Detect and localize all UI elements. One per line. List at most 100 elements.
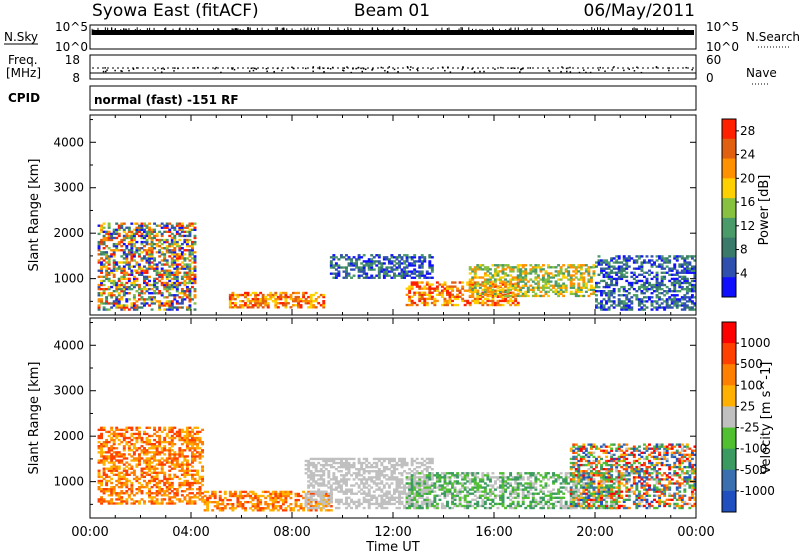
nave-dot	[273, 70, 275, 73]
power-cell	[645, 281, 649, 285]
power-cell	[483, 280, 487, 283]
power-cell	[458, 289, 462, 292]
velocity-cell	[410, 476, 414, 479]
velocity-cell	[201, 428, 205, 432]
velocity-cell	[390, 474, 394, 477]
velocity-cell	[415, 461, 419, 465]
velocity-cell	[105, 475, 109, 479]
power-cell	[473, 281, 477, 284]
nave-dot	[473, 71, 476, 73]
power-cell	[486, 270, 490, 273]
power-cell	[511, 268, 515, 271]
power-cell	[632, 271, 636, 274]
velocity-cell	[198, 492, 202, 495]
power-cell	[509, 280, 513, 283]
power-cell	[163, 271, 167, 274]
power-cell	[610, 304, 614, 307]
power-cell	[173, 255, 177, 258]
power-cell	[105, 296, 109, 299]
velocity-cell	[105, 481, 109, 485]
power-cell	[486, 280, 490, 283]
power-cell	[132, 251, 136, 254]
power-cell	[655, 290, 659, 293]
power-cell	[602, 306, 606, 309]
power-cell	[499, 288, 502, 291]
power-cell	[597, 263, 601, 266]
velocity-cell	[410, 488, 414, 491]
power-cell	[567, 274, 571, 277]
power-cell	[107, 292, 111, 295]
power-cell	[415, 270, 419, 273]
power-cell	[478, 297, 482, 301]
velocity-cell	[284, 498, 288, 502]
power-cell	[642, 283, 646, 287]
velocity-cell	[158, 471, 162, 474]
power-cell	[420, 295, 424, 299]
velocity-cell	[153, 469, 157, 472]
velocity-cell	[150, 447, 154, 450]
velocity-cell	[309, 496, 313, 499]
power-cell	[127, 240, 131, 244]
power-cell	[107, 259, 111, 262]
power-cell	[193, 236, 197, 240]
nave-dot	[560, 70, 562, 73]
power-cell	[387, 274, 391, 277]
velocity-cell	[180, 481, 184, 485]
velocity-cell	[387, 484, 391, 487]
power-cell	[309, 306, 313, 309]
power-cell	[143, 228, 146, 231]
power-cell	[145, 269, 149, 272]
velocity-cell	[266, 505, 270, 508]
power-cell	[473, 297, 477, 301]
power-cell	[165, 277, 169, 281]
velocity-cell	[322, 492, 326, 495]
velocity-cell	[317, 504, 321, 508]
nave-dot	[329, 68, 332, 70]
power-cell	[153, 283, 157, 287]
velocity-cell	[302, 509, 306, 512]
velocity-cell	[178, 463, 182, 466]
power-cell	[519, 268, 523, 271]
power-cell	[574, 288, 578, 291]
power-cell	[519, 264, 523, 267]
nave-dot	[231, 67, 233, 69]
power-cell	[683, 275, 687, 279]
power-cell	[160, 302, 164, 305]
power-cell	[117, 242, 121, 246]
power-cell	[410, 301, 414, 305]
power-cell	[178, 247, 182, 250]
nave-dot	[494, 68, 496, 70]
velocity-cell	[170, 426, 174, 429]
velocity-cell	[337, 498, 341, 502]
velocity-cell	[180, 451, 184, 454]
power-cell	[357, 274, 361, 277]
power-cell	[170, 249, 174, 252]
velocity-cell	[107, 457, 111, 460]
power-cell	[637, 279, 641, 283]
power-cell	[112, 259, 116, 262]
velocity-cell	[191, 451, 194, 454]
power-cell	[668, 267, 672, 270]
power-cell	[690, 300, 694, 303]
velocity-cell	[97, 469, 101, 472]
velocity-cell	[322, 506, 326, 510]
power-cell	[191, 267, 194, 270]
velocity-cell	[410, 496, 414, 499]
velocity-cell	[191, 457, 194, 460]
velocity-cell	[168, 443, 172, 446]
power-cell	[630, 285, 634, 289]
velocity-cell	[405, 502, 409, 506]
nave-dot	[417, 69, 419, 72]
power-cell	[418, 258, 422, 261]
power-cell	[173, 259, 177, 262]
power-cell	[259, 297, 263, 301]
velocity-cell	[362, 490, 366, 493]
velocity-cell	[410, 500, 414, 504]
velocity-cell	[165, 477, 169, 481]
nave-dot	[522, 67, 524, 70]
power-cell	[145, 240, 149, 244]
power-cell	[408, 264, 412, 267]
power-cell	[670, 294, 674, 297]
power-cell	[574, 270, 578, 273]
velocity-cell	[380, 480, 384, 483]
